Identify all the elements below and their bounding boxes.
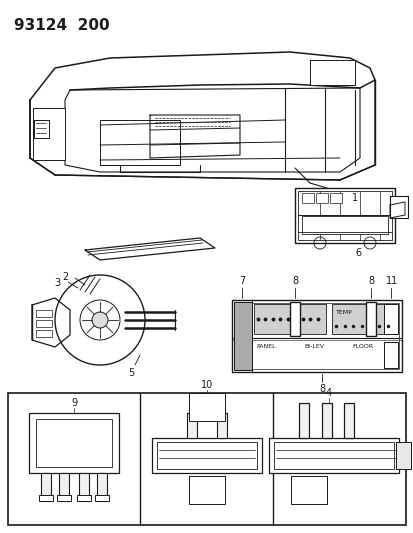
Bar — [33, 108, 65, 160]
Bar — [298, 403, 308, 438]
Text: 4: 4 — [325, 388, 331, 398]
Bar — [289, 302, 299, 336]
Bar — [216, 413, 226, 438]
Bar — [297, 191, 391, 240]
Bar — [309, 60, 354, 85]
Text: 8: 8 — [367, 276, 373, 286]
Text: 3: 3 — [54, 278, 60, 288]
Text: TEMP: TEMP — [335, 310, 352, 315]
Bar — [157, 442, 256, 469]
Text: 5: 5 — [128, 368, 134, 378]
Bar — [315, 193, 327, 203]
Text: BI-LEV: BI-LEV — [303, 344, 323, 349]
Bar — [189, 393, 224, 421]
Bar — [36, 320, 52, 327]
Circle shape — [92, 312, 108, 328]
Bar — [152, 438, 261, 473]
Bar — [8, 393, 405, 525]
Bar — [97, 473, 107, 501]
Text: 93124  200: 93124 200 — [14, 18, 109, 33]
Text: 7: 7 — [238, 276, 244, 286]
Bar — [233, 302, 252, 370]
Text: 8: 8 — [318, 384, 324, 394]
Bar — [321, 403, 331, 438]
Bar — [235, 303, 398, 369]
Bar — [331, 304, 395, 334]
Bar — [290, 476, 326, 504]
Bar — [39, 495, 53, 501]
Bar — [273, 442, 393, 469]
Bar — [57, 495, 71, 501]
Bar — [100, 120, 180, 165]
Text: 9: 9 — [71, 398, 77, 408]
Bar — [59, 473, 69, 501]
Bar — [365, 302, 375, 336]
Bar — [36, 419, 112, 467]
Text: PANEL: PANEL — [255, 344, 275, 349]
Bar — [301, 216, 387, 234]
Bar — [189, 476, 224, 504]
Text: 10: 10 — [200, 380, 213, 390]
Text: 11: 11 — [385, 276, 397, 286]
Bar — [95, 495, 109, 501]
Bar — [77, 495, 91, 501]
Text: 1: 1 — [351, 193, 357, 203]
Bar — [41, 473, 51, 501]
Bar — [268, 438, 398, 473]
Bar — [187, 413, 197, 438]
Text: 8: 8 — [291, 276, 297, 286]
Bar — [254, 304, 325, 334]
Bar — [389, 196, 407, 218]
Bar — [294, 188, 394, 243]
Text: 2: 2 — [62, 272, 68, 282]
Bar — [301, 193, 313, 203]
Text: 6: 6 — [354, 248, 360, 258]
Bar — [79, 473, 89, 501]
Bar — [34, 120, 49, 138]
Bar — [29, 413, 119, 473]
Bar — [383, 342, 397, 368]
Bar — [329, 193, 341, 203]
Bar — [36, 310, 52, 317]
Bar — [36, 330, 52, 337]
Bar — [395, 442, 410, 469]
Bar — [231, 300, 401, 372]
Bar — [383, 304, 397, 334]
Text: FLOOR: FLOOR — [351, 344, 372, 349]
Bar — [343, 403, 353, 438]
